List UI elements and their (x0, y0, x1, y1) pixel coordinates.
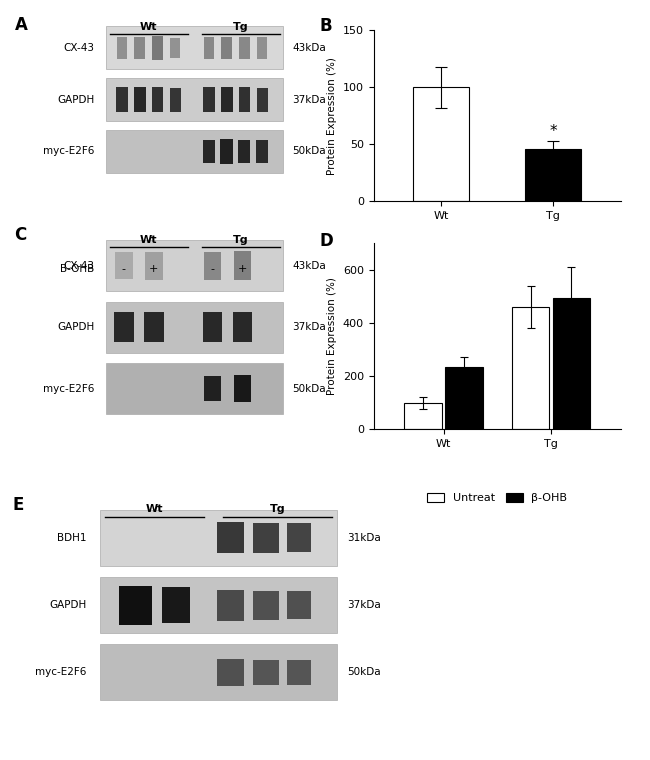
Text: -: - (211, 264, 214, 274)
Text: CX-43: CX-43 (64, 43, 95, 52)
Bar (106, 302, 283, 353)
Text: B: B (319, 17, 332, 35)
Bar (234, 252, 252, 280)
Bar (256, 140, 268, 163)
Bar (170, 37, 180, 58)
Text: Tg: Tg (270, 505, 285, 515)
Bar (116, 87, 128, 112)
Bar (170, 87, 181, 112)
Text: 50kDa: 50kDa (292, 384, 326, 394)
Bar (218, 590, 244, 621)
Bar (100, 577, 337, 633)
Bar (552, 298, 590, 429)
Text: 37kDa: 37kDa (292, 322, 326, 332)
Bar (233, 312, 252, 343)
Y-axis label: Protein Expression (%): Protein Expression (%) (328, 277, 337, 395)
Text: 43kDa: 43kDa (292, 261, 326, 271)
Bar (203, 312, 222, 343)
Bar (120, 585, 152, 625)
Bar (106, 130, 283, 173)
Bar (117, 36, 127, 59)
Bar (413, 87, 469, 201)
Bar (218, 659, 244, 686)
Bar (525, 149, 582, 201)
Text: GAPDH: GAPDH (57, 94, 95, 105)
Text: A: A (14, 16, 27, 33)
Bar (239, 36, 250, 59)
Bar (234, 375, 252, 402)
Text: 31kDa: 31kDa (347, 533, 381, 543)
Bar (253, 523, 279, 553)
Text: Wt: Wt (140, 22, 157, 32)
Bar (151, 87, 163, 112)
Bar (239, 87, 250, 112)
Bar (287, 660, 311, 686)
Bar (220, 139, 233, 163)
Text: 50kDa: 50kDa (347, 667, 381, 677)
Bar (203, 376, 222, 401)
Legend: Untreat, β-OHB: Untreat, β-OHB (422, 489, 572, 508)
Text: BDH1: BDH1 (57, 533, 87, 543)
Bar (106, 27, 283, 69)
Text: myc-E2F6: myc-E2F6 (44, 384, 95, 394)
Text: CX-43: CX-43 (64, 261, 95, 271)
Text: C: C (14, 226, 27, 244)
Text: -: - (122, 264, 126, 274)
Bar (115, 252, 133, 279)
Y-axis label: Protein Expression (%): Protein Expression (%) (328, 57, 337, 175)
Text: 43kDa: 43kDa (292, 43, 326, 52)
Bar (152, 36, 163, 59)
Bar (106, 240, 283, 291)
Bar (203, 252, 222, 280)
Bar (404, 403, 442, 429)
Text: Tg: Tg (233, 22, 249, 32)
Bar (162, 587, 190, 623)
Bar (100, 510, 337, 566)
Bar (144, 312, 164, 343)
Text: *: * (549, 124, 557, 138)
Text: D: D (319, 232, 333, 250)
Text: 50kDa: 50kDa (292, 147, 326, 157)
Bar (253, 660, 279, 686)
Text: myc-E2F6: myc-E2F6 (36, 667, 87, 677)
Text: Tg: Tg (233, 235, 249, 245)
Text: Wt: Wt (140, 235, 157, 245)
Text: GAPDH: GAPDH (57, 322, 95, 332)
Bar (106, 78, 283, 121)
Bar (114, 312, 133, 343)
Bar (100, 644, 337, 701)
Text: Wt: Wt (146, 505, 164, 515)
Bar (253, 591, 279, 619)
Text: +: + (150, 264, 159, 274)
Bar (512, 307, 549, 429)
Bar (203, 87, 214, 112)
Text: GAPDH: GAPDH (49, 600, 87, 610)
Text: myc-E2F6: myc-E2F6 (44, 147, 95, 157)
Bar (287, 591, 311, 619)
Bar (220, 87, 233, 112)
Bar (106, 363, 283, 414)
Bar (257, 37, 267, 59)
Bar (445, 367, 483, 429)
Bar (287, 524, 311, 553)
Bar (257, 87, 268, 112)
Text: B-OHB: B-OHB (60, 264, 95, 274)
Bar (222, 37, 232, 59)
Bar (135, 37, 145, 59)
Text: +: + (238, 264, 247, 274)
Bar (239, 140, 250, 163)
Bar (145, 252, 162, 280)
Text: 37kDa: 37kDa (292, 94, 326, 105)
Text: 37kDa: 37kDa (347, 600, 381, 610)
Bar (134, 87, 146, 112)
Bar (203, 140, 215, 163)
Bar (218, 522, 244, 553)
Text: E: E (12, 496, 24, 515)
Bar (204, 36, 214, 59)
